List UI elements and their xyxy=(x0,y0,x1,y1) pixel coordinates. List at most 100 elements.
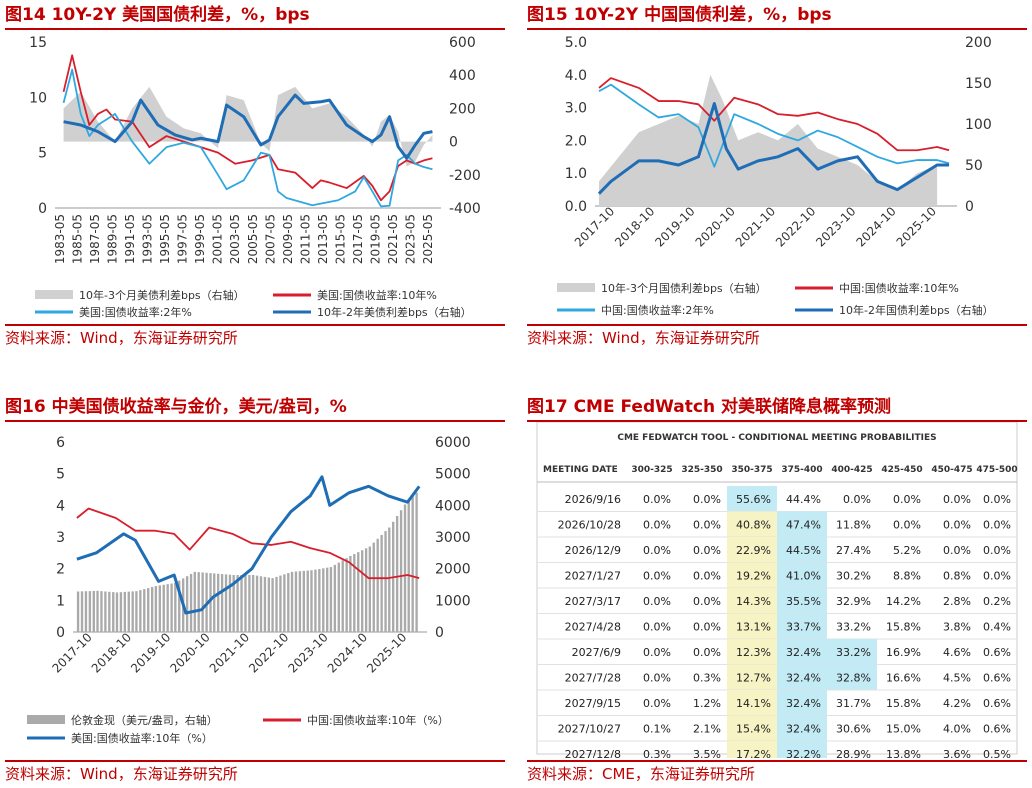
fig16-series-bar xyxy=(139,590,142,632)
fig17-col-header: 375-400 xyxy=(781,465,822,475)
fig16-ytick-left: 2 xyxy=(56,562,65,578)
fig16-series-bar xyxy=(279,575,282,632)
fig15-series-line xyxy=(598,83,950,168)
fig17-cell-highlight xyxy=(727,715,777,741)
fig15-ytick-right: 50 xyxy=(965,158,983,174)
fig17-cell: 31.7% xyxy=(836,697,871,710)
fig14-legend-label: 美国:国债收益率:10年% xyxy=(317,288,437,302)
fig16-series-bar xyxy=(228,574,232,632)
fig14-xtick: 1985-05 xyxy=(70,214,84,264)
fig14-xtick: 1987-05 xyxy=(88,214,102,264)
fig17-cell-highlight xyxy=(777,715,827,741)
fig17-cell: 11.8% xyxy=(836,519,871,532)
fig17-col-header: 450-475 xyxy=(931,465,972,475)
fig17-cell-highlight xyxy=(727,690,777,716)
fig17-cell: 0.0% xyxy=(693,493,721,506)
fig14-xtick: 1997-05 xyxy=(176,214,190,264)
fig17-cell: 2027/3/17 xyxy=(565,595,621,608)
fig16-ytick-left: 6 xyxy=(56,435,65,451)
fig17-cell: 0.0% xyxy=(943,519,971,532)
fig17-cell: 1.2% xyxy=(693,697,721,710)
fig17-cell: 4.5% xyxy=(943,672,971,685)
fig14-legend-label: 10年-2年美债利差bps（右轴） xyxy=(317,305,472,319)
fig14-ytick-right: 400 xyxy=(449,68,476,84)
fig17-cell: 3.6% xyxy=(943,748,971,758)
fig16-ytick-left: 0 xyxy=(56,625,65,641)
fig16-series-bar xyxy=(209,573,212,632)
fig17-cell: 0.0% xyxy=(943,493,971,506)
fig16-series-bar xyxy=(112,592,115,632)
fig17-cell: 0.6% xyxy=(983,646,1011,659)
fig17-panel: 图17 CME FedWatch 对美联储降息概率预测 CME FEDWATCH… xyxy=(527,394,1032,783)
fig16-series-bar xyxy=(174,582,177,632)
fig17-cell: 32.4% xyxy=(786,697,821,710)
fig16-series-bar xyxy=(306,570,309,632)
fig16-series-bar xyxy=(185,576,189,632)
fig17-table: CME FEDWATCH TOOL - CONDITIONAL MEETING … xyxy=(536,422,1018,758)
fig17-cell: 0.6% xyxy=(983,672,1011,685)
fig17-cell: 0.6% xyxy=(983,723,1011,736)
fig16-series-bar xyxy=(251,575,255,632)
fig15-legend-label: 10年-2年国债利差bps（右轴） xyxy=(839,303,994,317)
fig16-series-bar xyxy=(290,571,294,632)
fig16-ytick-right: 1000 xyxy=(435,593,471,609)
fig16-xtick: 2024-10 xyxy=(325,630,370,675)
fig17-cell-highlight xyxy=(777,537,827,563)
fig17-cell: 2027/9/15 xyxy=(565,697,621,710)
fig17-cell-highlight xyxy=(777,690,827,716)
fig17-cell: 30.6% xyxy=(836,723,871,736)
fig17-cell: 0.0% xyxy=(643,570,671,583)
fig17-title: 图17 CME FedWatch 对美联储降息概率预测 xyxy=(527,394,1027,422)
fig17-cell: 0.0% xyxy=(693,646,721,659)
fig15-ytick-right: 200 xyxy=(965,35,992,51)
fig14-ytick-left: 0 xyxy=(38,201,47,217)
fig16-series-line xyxy=(76,507,420,580)
fig14-xtick: 2013-05 xyxy=(316,214,330,264)
fig17-cell-highlight xyxy=(727,613,777,639)
fig16-series-bar xyxy=(255,575,259,632)
fig16-series-bar xyxy=(84,591,88,632)
fig17-cell-highlight xyxy=(727,562,777,588)
fig17-cell: 35.5% xyxy=(786,595,821,608)
fig17-cell: 32.4% xyxy=(786,646,821,659)
fig16-series-bar xyxy=(232,575,235,632)
fig17-cell: 0.0% xyxy=(643,519,671,532)
fig16-series-bar xyxy=(240,575,243,632)
fig17-cell: 0.0% xyxy=(643,672,671,685)
fig17-cell: 17.2% xyxy=(736,748,771,758)
fig16-series-bar xyxy=(236,575,239,632)
fig16-series-bar xyxy=(213,573,216,632)
fig17-cell: 41.0% xyxy=(786,570,821,583)
fig17-cell: 0.0% xyxy=(643,697,671,710)
fig17-cell: 8.8% xyxy=(893,570,921,583)
fig14-xtick: 2005-05 xyxy=(246,214,260,264)
fig16-series-bar xyxy=(337,562,340,632)
fig17-cell: 3.8% xyxy=(943,621,971,634)
fig14-xtick: 2019-05 xyxy=(369,214,383,264)
fig16-series-bar xyxy=(115,592,119,632)
fig17-cell-highlight xyxy=(727,639,777,665)
fig17-cell: 4.0% xyxy=(943,723,971,736)
fig16-series-bar xyxy=(368,546,372,632)
fig16-series-bar xyxy=(166,584,169,632)
fig14-ytick-right: 600 xyxy=(449,35,476,51)
fig16-series-bar xyxy=(100,591,103,632)
fig17-cell: 0.3% xyxy=(693,672,721,685)
fig16-xtick: 2021-10 xyxy=(207,630,252,675)
fig15-xtick: 2022-10 xyxy=(773,204,818,249)
fig16-series-bar xyxy=(345,558,348,632)
fig15-ytick-right: 150 xyxy=(965,76,992,92)
fig17-table-title: CME FEDWATCH TOOL - CONDITIONAL MEETING … xyxy=(617,433,936,443)
fig16-series-bar xyxy=(360,550,364,632)
fig16-series-bar xyxy=(341,560,344,632)
fig16-panel: 图16 中美国债收益率与金价，美元/盎司，% 0 1 2 3 4 5 6 0 1000 2000 3… xyxy=(5,394,510,783)
fig17-cell-highlight xyxy=(777,588,827,614)
fig16-series-bar xyxy=(197,572,200,632)
fig17-cell: 0.0% xyxy=(693,570,721,583)
fig17-cell: 0.0% xyxy=(643,646,671,659)
fig17-cell: 0.0% xyxy=(893,519,921,532)
fig16-legend-label: 美国:国债收益率:10年（%） xyxy=(71,731,213,745)
fig15-series-line xyxy=(598,77,950,152)
fig16-series-bar xyxy=(372,542,375,632)
fig16-series-bar xyxy=(224,574,228,632)
